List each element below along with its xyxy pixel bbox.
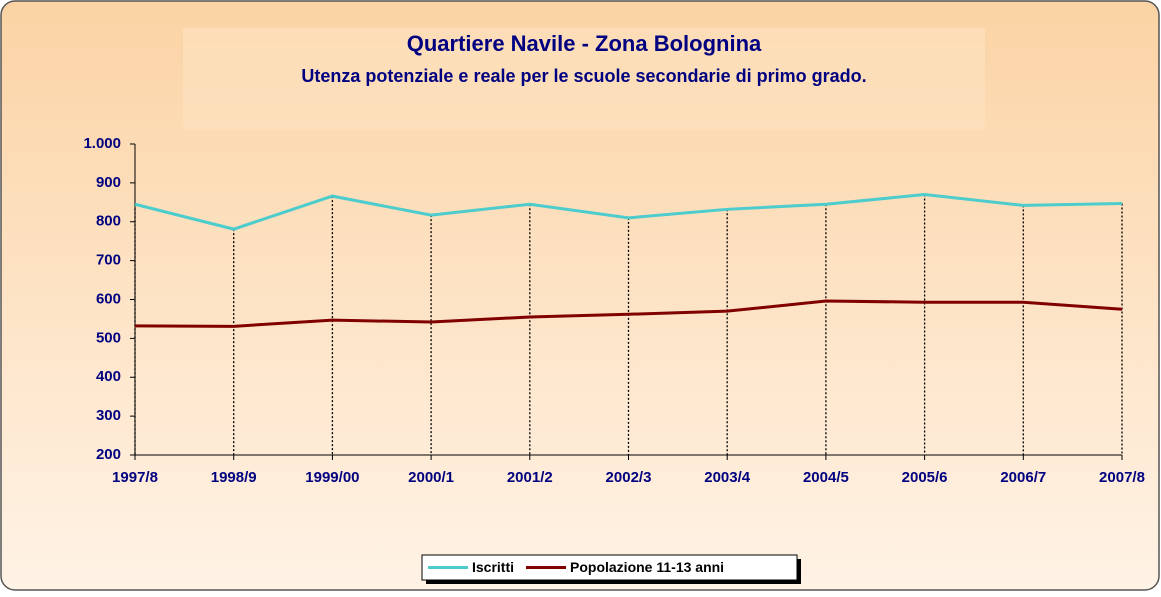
legend-label: Iscritti [472, 559, 514, 575]
chart-subtitle: Utenza potenziale e reale per le scuole … [301, 66, 866, 86]
y-tick-label: 200 [96, 446, 121, 463]
series-line [134, 193, 1123, 231]
x-tick-label: 2005/6 [902, 469, 948, 486]
y-tick-label: 1.000 [83, 135, 121, 152]
series-line [134, 299, 1123, 328]
x-tick-label: 2006/7 [1000, 469, 1046, 486]
y-tick-label: 400 [96, 368, 121, 385]
x-tick-label: 2000/1 [408, 469, 454, 486]
y-tick-label: 800 [96, 213, 121, 230]
x-tick-label: 1998/9 [211, 469, 257, 486]
title-box [183, 28, 985, 130]
x-tick-label: 2003/4 [704, 469, 751, 486]
y-tick-label: 600 [96, 290, 121, 307]
y-tick-label: 900 [96, 174, 121, 191]
x-tick-label: 2001/2 [507, 469, 553, 486]
legend-label: Popolazione 11-13 anni [570, 559, 724, 575]
y-tick-label: 700 [96, 252, 121, 269]
x-tick-label: 2007/8 [1099, 469, 1145, 486]
x-tick-label: 1999/00 [305, 469, 359, 486]
chart-title: Quartiere Navile - Zona Bolognina [407, 31, 762, 56]
x-tick-label: 2002/3 [606, 469, 652, 486]
x-tick-label: 2004/5 [803, 469, 849, 486]
y-tick-label: 300 [96, 407, 121, 424]
x-tick-label: 1997/8 [112, 469, 158, 486]
legend-box [421, 554, 798, 581]
y-tick-label: 500 [96, 329, 121, 346]
